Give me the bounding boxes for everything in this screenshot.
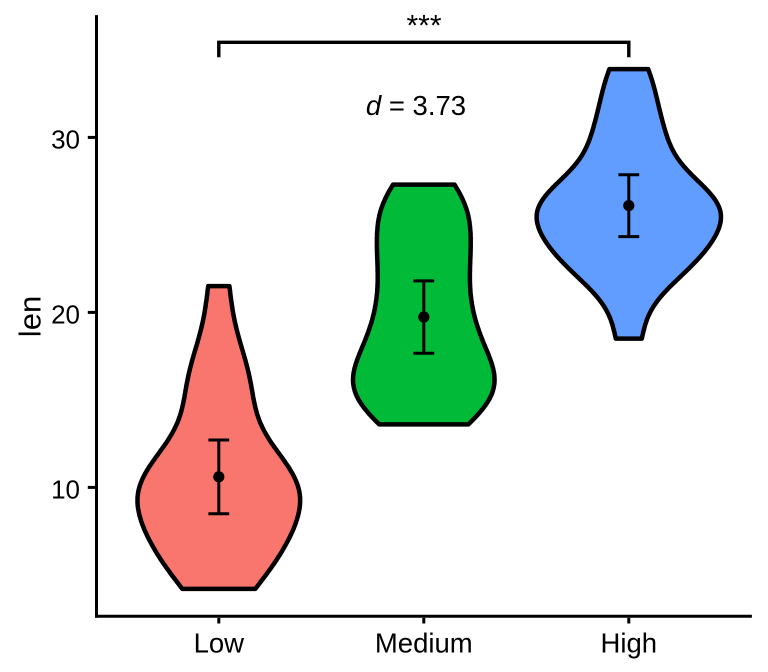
svg-text:d = 3.73: d = 3.73 — [366, 90, 466, 121]
svg-text:***: *** — [406, 10, 441, 43]
svg-text:len: len — [13, 296, 48, 337]
svg-text:30: 30 — [51, 124, 80, 154]
svg-text:Medium: Medium — [375, 627, 473, 658]
svg-text:Low: Low — [194, 627, 245, 658]
svg-text:High: High — [601, 627, 658, 658]
svg-text:10: 10 — [51, 474, 80, 504]
svg-text:20: 20 — [51, 299, 80, 329]
